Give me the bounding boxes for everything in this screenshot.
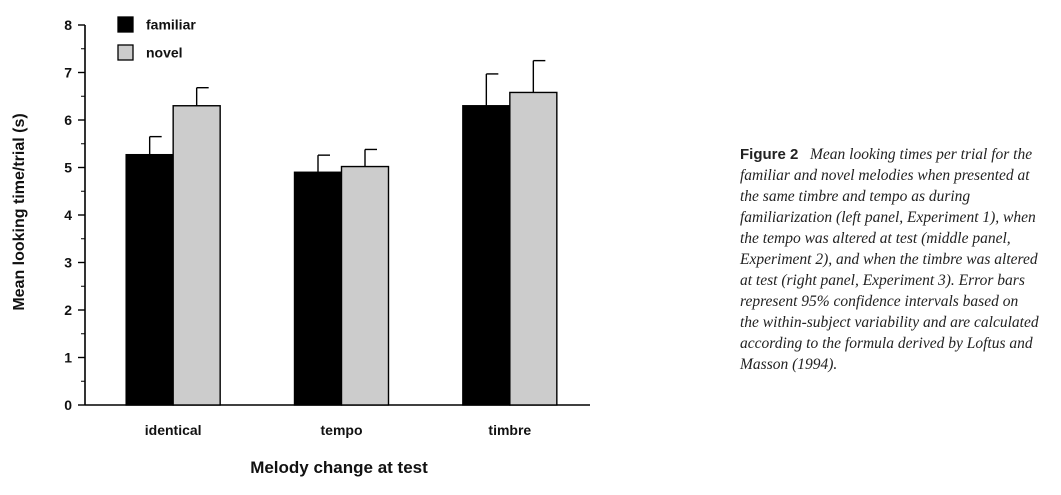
chart-legend: familiar novel	[117, 16, 196, 61]
bar-familiar-timbre	[462, 105, 511, 406]
x-tick-label: tempo	[321, 422, 363, 438]
y-axis-label: Mean looking time/trial (s)	[11, 113, 28, 310]
chart-bars	[125, 59, 558, 406]
x-axis-label: Melody change at test	[250, 458, 428, 477]
bar-novel-timbre	[509, 91, 558, 406]
y-tick-label: 4	[64, 207, 72, 223]
bar-chart: 0 1 2 3 4 5 6 7 8 identical tempo timbre familiar no…	[11, 16, 590, 477]
legend-swatch-familiar	[117, 16, 134, 33]
legend-label-familiar: familiar	[146, 17, 196, 33]
y-tick-label: 2	[64, 302, 72, 318]
y-tick-label: 1	[64, 350, 72, 366]
legend-label-novel: novel	[146, 45, 183, 61]
y-tick-label: 8	[64, 17, 72, 33]
caption-text: Mean looking times per trial for the fam…	[740, 146, 1039, 373]
y-tick-label: 3	[64, 255, 72, 271]
bar-familiar-tempo	[293, 171, 343, 406]
caption-label: Figure 2	[740, 146, 799, 163]
bar-novel-identical	[172, 105, 221, 406]
bar-novel-tempo	[340, 165, 390, 406]
y-tick-label: 6	[64, 112, 72, 128]
x-tick-label: identical	[145, 422, 202, 438]
bar-familiar-identical	[125, 153, 174, 406]
figure-caption: Figure 2 Mean looking times per trial fo…	[740, 144, 1040, 375]
legend-swatch-novel	[117, 44, 134, 61]
y-tick-label: 0	[64, 397, 72, 413]
x-tick-label: timbre	[488, 422, 531, 438]
y-tick-label: 5	[64, 160, 72, 176]
y-tick-label: 7	[64, 65, 72, 81]
